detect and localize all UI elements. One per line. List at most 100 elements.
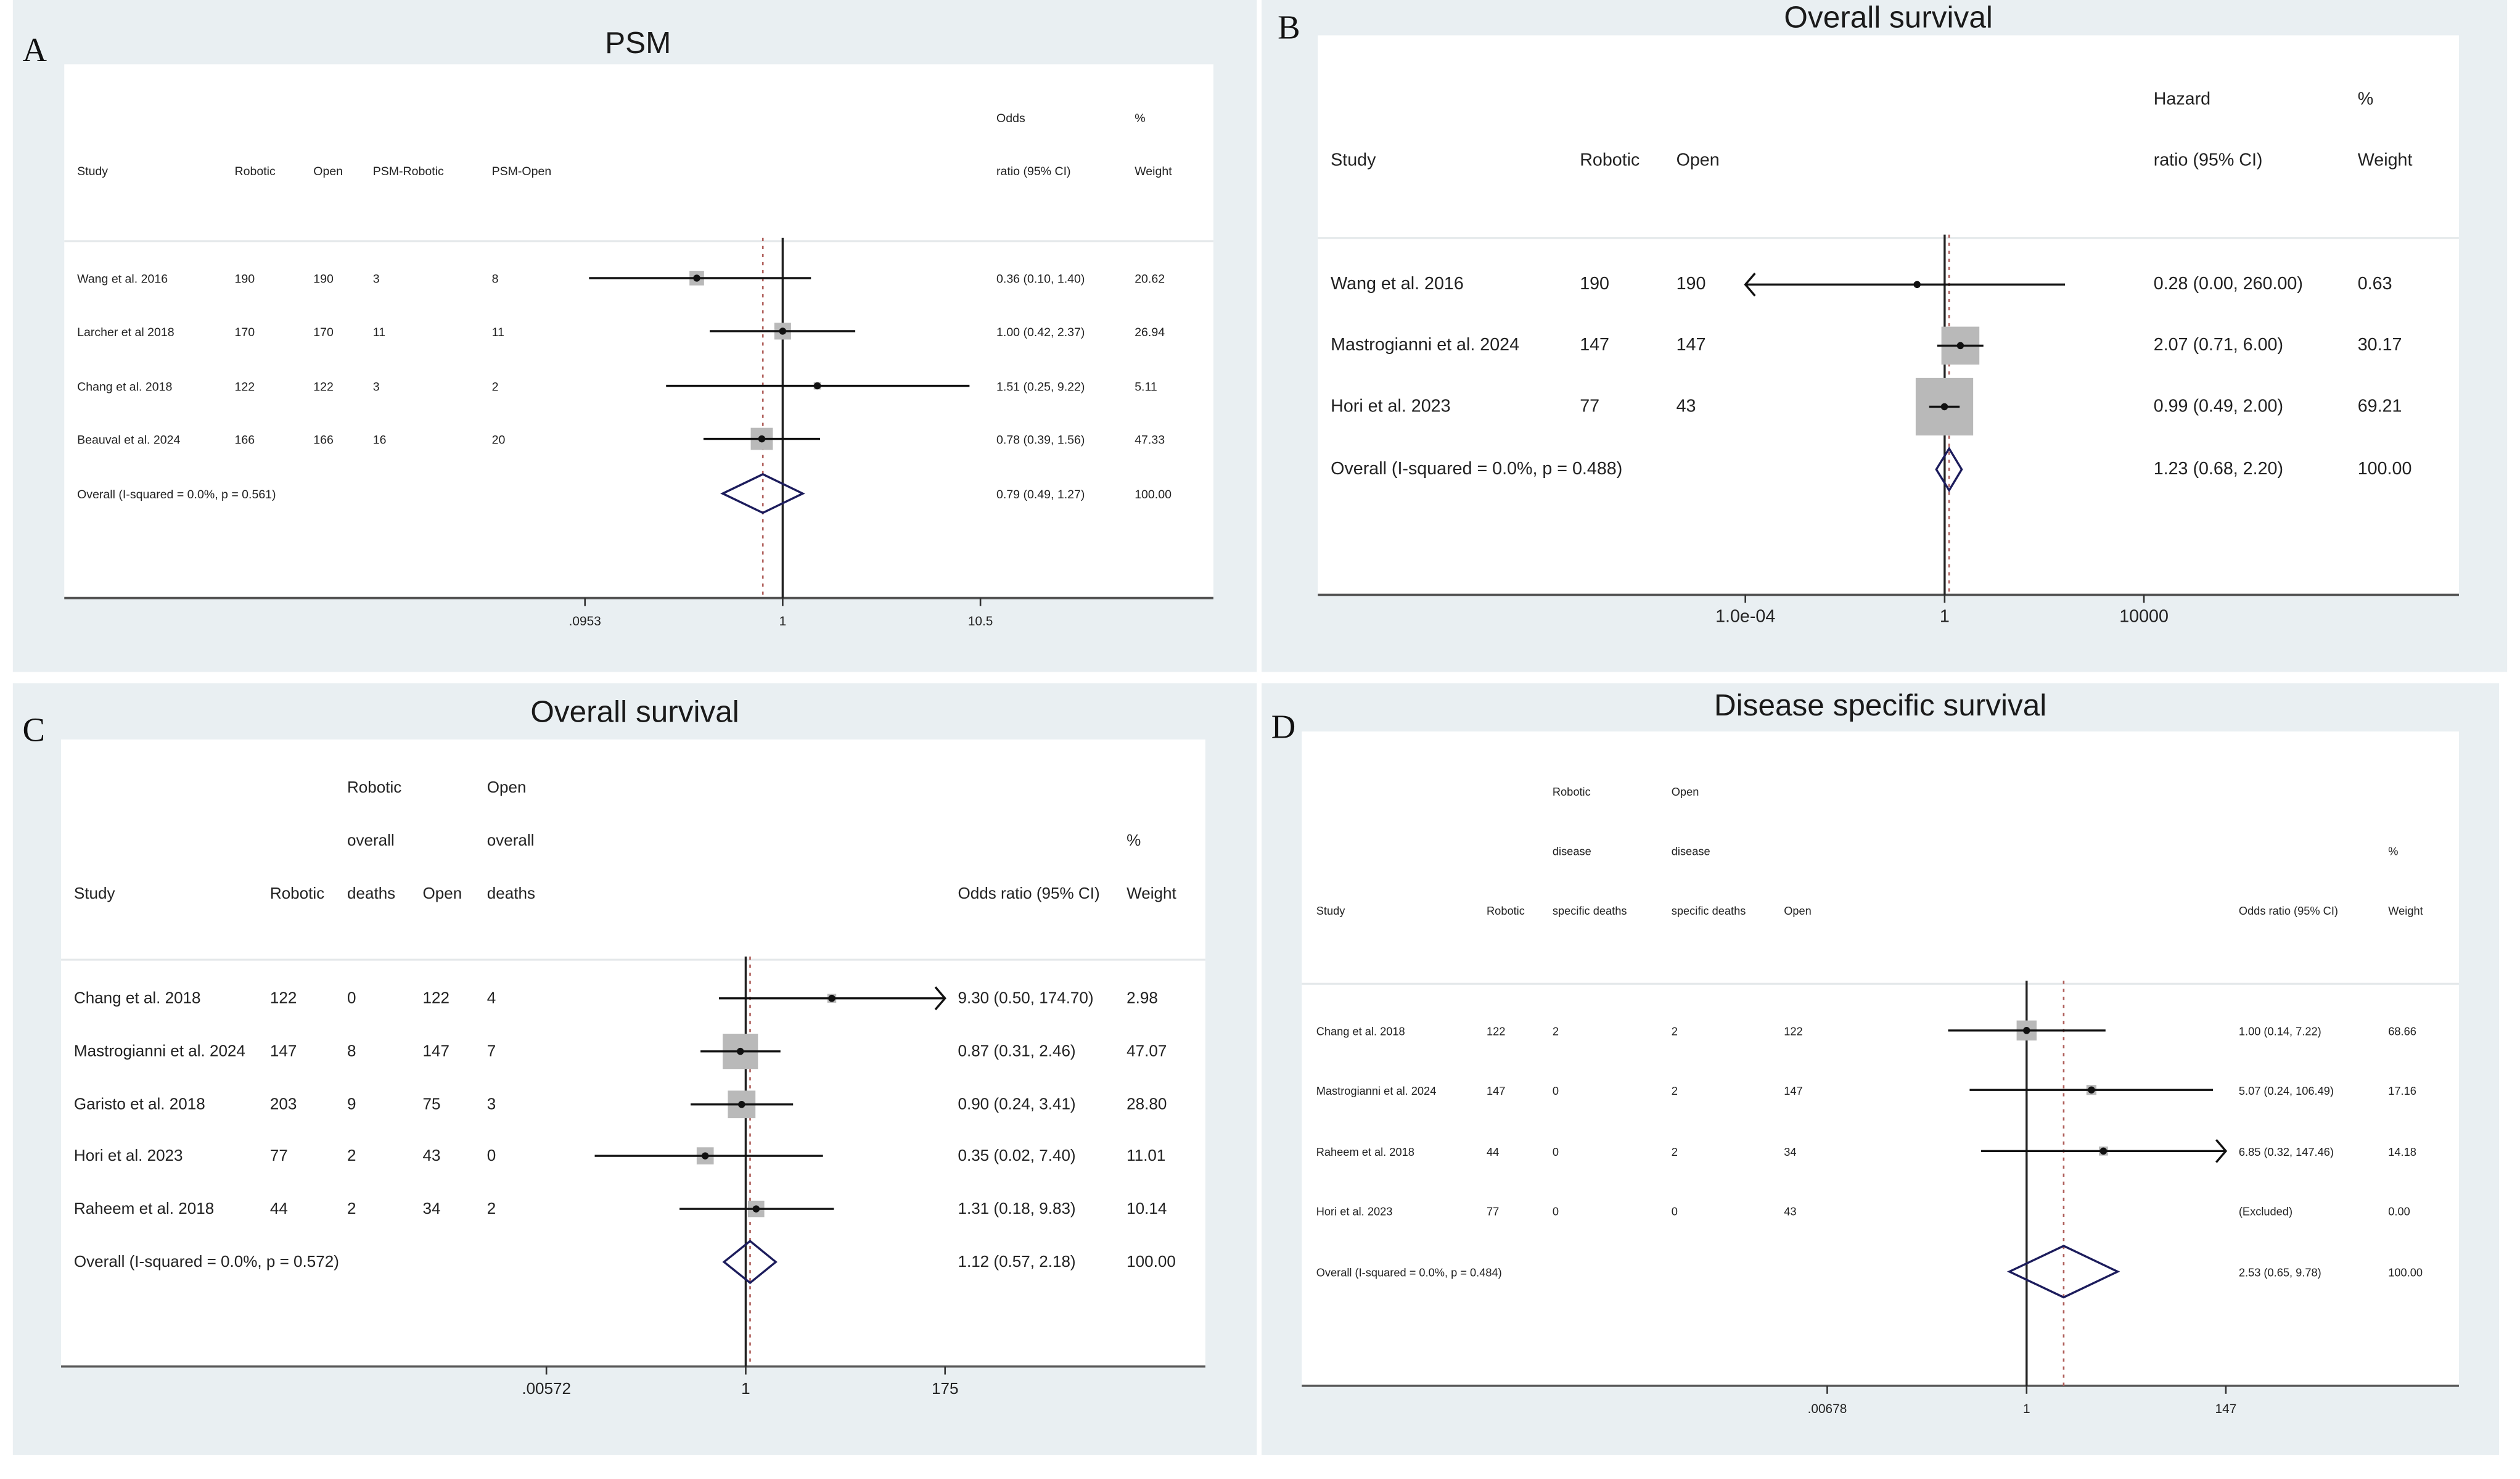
table-cell: 14.18: [2388, 1145, 2416, 1158]
overall-label: Overall (I-squared = 0.0%, p = 0.484): [1316, 1266, 1502, 1279]
ci-arrow-right: [934, 986, 946, 1010]
table-cell: 44: [1487, 1145, 1499, 1158]
overall-weight: 100.00: [2358, 459, 2412, 479]
column-header: Robotic: [235, 165, 276, 178]
table-cell: 0.90 (0.24, 3.41): [958, 1094, 1075, 1113]
table-cell: 44: [270, 1199, 288, 1217]
table-cell: 7: [487, 1041, 496, 1060]
point-estimate: [828, 994, 835, 1002]
column-header: Open: [313, 165, 343, 178]
table-cell: 1.00 (0.14, 7.22): [2239, 1025, 2321, 1038]
table-cell: (Excluded): [2239, 1205, 2292, 1218]
table-cell: 2: [492, 380, 499, 393]
point-estimate: [752, 1205, 760, 1213]
column-header: %: [2388, 845, 2398, 858]
point-estimate: [1940, 403, 1948, 411]
table-cell: 77: [270, 1146, 288, 1164]
column-header: PSM-Robotic: [373, 165, 444, 178]
study-name: Larcher et al 2018: [77, 326, 174, 339]
table-cell: 0.35 (0.02, 7.40): [958, 1146, 1075, 1164]
point-estimate: [758, 435, 766, 443]
table-cell: 147: [1784, 1084, 1802, 1097]
table-cell: 2: [1672, 1145, 1678, 1158]
table-cell: 2: [1553, 1025, 1559, 1038]
table-cell: 8: [492, 273, 499, 286]
table-cell: 9.30 (0.50, 174.70): [958, 988, 1093, 1007]
column-header: overall: [487, 831, 535, 849]
table-cell: 75: [423, 1094, 441, 1113]
column-header: Weight: [2388, 904, 2423, 917]
table-cell: 68.66: [2388, 1025, 2416, 1038]
x-tick-label: 1: [779, 614, 787, 628]
column-header: deaths: [347, 884, 395, 902]
column-header: Study: [1316, 904, 1346, 917]
table-cell: 1.51 (0.25, 9.22): [996, 380, 1085, 393]
plot-region: [61, 740, 1205, 1367]
table-cell: 10.14: [1127, 1199, 1167, 1217]
overall-ci: 1.23 (0.68, 2.20): [2154, 459, 2283, 479]
panel-title: PSM: [605, 26, 671, 60]
table-cell: 170: [235, 326, 255, 339]
table-cell: 0: [347, 988, 356, 1007]
table-cell: 0.28 (0.00, 260.00): [2154, 274, 2303, 294]
column-header: disease: [1553, 845, 1591, 858]
table-cell: 147: [1580, 335, 1609, 355]
column-header: ratio (95% CI): [996, 165, 1070, 178]
study-name: Hori et al. 2023: [1331, 396, 1450, 416]
study-name: Raheem et al. 2018: [74, 1199, 214, 1217]
x-tick-label: .00572: [522, 1379, 571, 1398]
panel-letter: D: [1271, 707, 1296, 745]
point-estimate: [738, 1100, 745, 1108]
x-tick-label: 175: [932, 1379, 958, 1398]
x-tick-label: 10000: [2119, 607, 2169, 627]
overall-ci: 2.53 (0.65, 9.78): [2239, 1266, 2321, 1279]
column-header: Robotic: [1580, 150, 1640, 170]
table-cell: 122: [1487, 1025, 1505, 1038]
study-name: Hori et al. 2023: [1316, 1205, 1393, 1218]
column-header: PSM-Open: [492, 165, 552, 178]
column-header: specific deaths: [1672, 904, 1746, 917]
overall-diamond: [720, 473, 805, 514]
study-name: Mastrogianni et al. 2024: [74, 1041, 245, 1060]
table-cell: 0: [1672, 1205, 1678, 1218]
table-cell: 1.31 (0.18, 9.83): [958, 1199, 1075, 1217]
column-header: Open: [487, 778, 527, 796]
table-cell: 0: [487, 1146, 496, 1164]
column-header: Study: [74, 884, 115, 902]
column-header: Open: [423, 884, 462, 902]
table-cell: 122: [313, 380, 334, 393]
column-header: Open: [1784, 904, 1812, 917]
table-cell: 43: [423, 1146, 441, 1164]
table-cell: 147: [1677, 335, 1706, 355]
panel-letter: A: [22, 31, 47, 68]
point-estimate: [813, 382, 821, 390]
x-tick-label: 147: [2215, 1402, 2237, 1416]
plot-region: [64, 64, 1213, 598]
point-estimate: [2088, 1086, 2095, 1094]
table-cell: 2: [487, 1199, 496, 1217]
table-cell: 26.94: [1135, 326, 1165, 339]
table-cell: 43: [1677, 396, 1696, 416]
table-cell: 147: [1487, 1084, 1505, 1097]
study-name: Chang et al. 2018: [77, 380, 172, 393]
study-name: Hori et al. 2023: [74, 1146, 183, 1164]
forest-panel-d: D Disease specific survival Study Robotic Ro…: [1262, 683, 2500, 1455]
table-cell: 2: [1672, 1084, 1678, 1097]
table-cell: 0.36 (0.10, 1.40): [996, 273, 1085, 286]
table-cell: 2.07 (0.71, 6.00): [2154, 335, 2283, 355]
point-estimate: [1913, 281, 1921, 289]
panel-letter: B: [1278, 9, 1300, 46]
table-cell: 20.62: [1135, 273, 1165, 286]
study-name: Wang et al. 2016: [1331, 274, 1464, 294]
table-cell: 190: [1580, 274, 1609, 294]
column-header: Robotic: [270, 884, 324, 902]
table-cell: 122: [423, 988, 449, 1007]
table-cell: 34: [423, 1199, 441, 1217]
ci-arrow-right: [2215, 1139, 2228, 1163]
table-cell: 147: [423, 1041, 449, 1060]
study-name: Chang et al. 2018: [1316, 1025, 1405, 1038]
column-header: %: [2358, 89, 2373, 109]
overall-weight: 100.00: [1135, 488, 1172, 501]
table-cell: 20: [492, 433, 506, 447]
overall-label: Overall (I-squared = 0.0%, p = 0.561): [77, 488, 276, 501]
